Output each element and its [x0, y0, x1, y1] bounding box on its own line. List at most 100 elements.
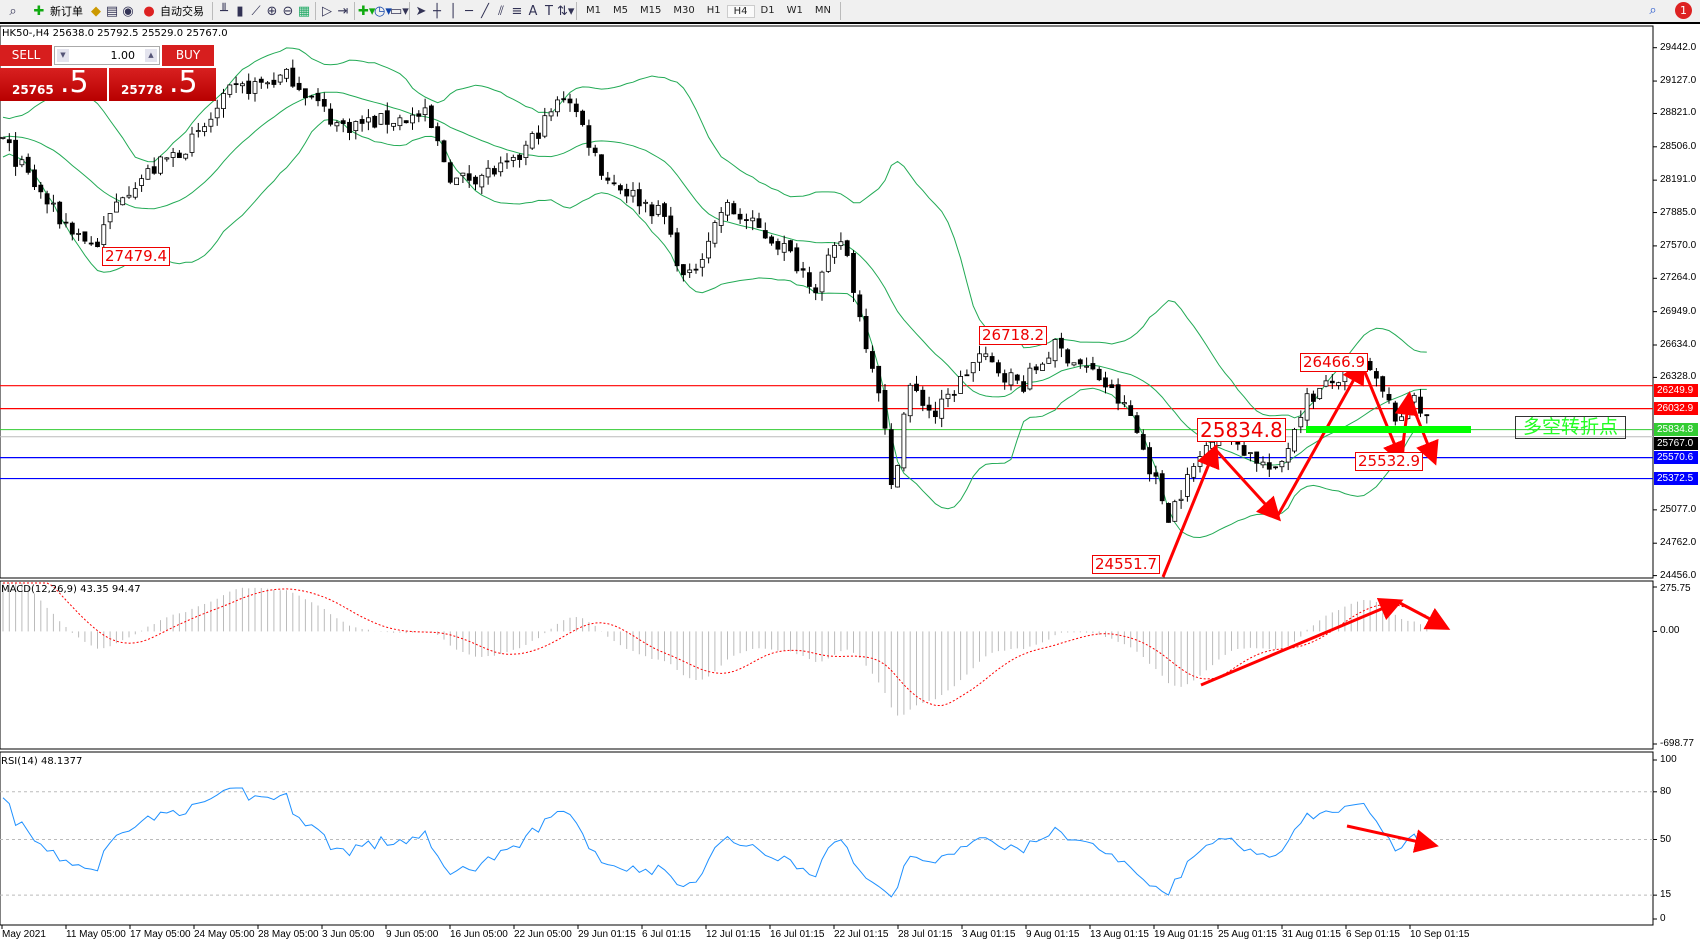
trendline-icon[interactable]: ╱: [481, 3, 489, 19]
navigator-icon[interactable]: ▤: [105, 3, 119, 19]
timeframe-w1[interactable]: W1: [786, 4, 803, 16]
text-icon[interactable]: A: [528, 3, 538, 19]
indicators-icon[interactable]: ✚▾: [358, 3, 376, 19]
crosshair-icon[interactable]: ┼: [433, 3, 441, 19]
price-axis-label: 29442.0: [1660, 41, 1697, 53]
autoscroll-icon[interactable]: ▷: [322, 3, 332, 19]
buy-button[interactable]: BUY: [162, 45, 214, 66]
timeframe-m30[interactable]: M30: [673, 4, 695, 16]
candlestick-icon[interactable]: ▮: [236, 3, 244, 19]
rsi-line: [2, 787, 1427, 898]
notifications-badge[interactable]: 1: [1675, 2, 1692, 19]
new-order-button[interactable]: ✚ 新订单: [26, 0, 88, 22]
rsi-panel-frame: [0, 751, 1654, 926]
lot-increase-button[interactable]: ▲: [145, 49, 157, 62]
timeframe-m5[interactable]: M5: [613, 4, 628, 16]
bullish-candle: [510, 156, 516, 161]
timeframe-m15[interactable]: M15: [640, 4, 662, 16]
bullish-candle: [170, 152, 176, 158]
bearish-candle: [624, 188, 630, 197]
chart-shift-icon[interactable]: ⇥: [337, 3, 349, 19]
line-chart-icon[interactable]: ⟋: [251, 3, 261, 19]
lot-size-input[interactable]: ▼ 1.00 ▲: [54, 46, 160, 65]
bullish-candle: [983, 353, 989, 358]
bearish-candle: [762, 230, 768, 239]
bearish-candle: [888, 429, 894, 486]
bullish-candle: [485, 167, 491, 178]
price-axis-label: 25077.0: [1660, 503, 1697, 515]
market-watch-icon[interactable]: ◆: [91, 3, 101, 19]
tile-windows-icon[interactable]: ▦: [297, 3, 311, 19]
bullish-candle: [945, 393, 951, 400]
timeframe-h1[interactable]: H1: [706, 4, 721, 16]
bullish-candle: [284, 68, 289, 79]
bullish-candle: [1323, 380, 1329, 387]
text-label-icon[interactable]: T: [545, 3, 553, 19]
time-axis-label: 22 Jul 01:15: [834, 929, 889, 940]
templates-icon[interactable]: ▭▾: [390, 3, 409, 19]
bullish-candle: [1292, 429, 1297, 452]
bearish-candle: [580, 110, 585, 125]
search-icon[interactable]: ⌕: [1649, 3, 1657, 18]
fibonacci-icon[interactable]: ≡: [511, 3, 523, 19]
bullish-candle: [252, 81, 258, 94]
buy-price[interactable]: 25778 .5: [109, 65, 216, 101]
annotation-25834[interactable]: 25834.8: [1197, 418, 1286, 442]
bullish-candle: [825, 254, 831, 272]
horizontal-line-icon[interactable]: ─: [465, 3, 473, 19]
pivot-point-text[interactable]: 多空转折点: [1515, 416, 1626, 439]
vertical-line-icon[interactable]: │: [449, 3, 457, 19]
price-tag: 25570.6: [1654, 451, 1698, 465]
annotation-low-24551[interactable]: 24551.7: [1092, 555, 1161, 574]
price-axis-label: 27264.0: [1660, 272, 1697, 284]
bearish-candle: [800, 268, 806, 271]
annotation-high-26718[interactable]: 26718.2: [979, 326, 1048, 345]
time-axis-label: 10 Sep 01:15: [1410, 929, 1470, 940]
time-axis-label: 9 Aug 01:15: [1026, 929, 1080, 940]
bearish-candle: [88, 242, 94, 245]
timeframe-m1[interactable]: M1: [586, 4, 601, 16]
timeframe-d1[interactable]: D1: [760, 4, 775, 16]
periods-icon[interactable]: ◷▾: [374, 3, 392, 19]
trend-arrow: [1360, 364, 1406, 466]
equidistant-channel-icon[interactable]: ⫽: [498, 3, 504, 19]
bearish-candle: [1033, 366, 1039, 371]
auto-trade-button[interactable]: ● 自动交易: [136, 0, 209, 22]
bar-chart-icon[interactable]: ╨: [220, 3, 228, 19]
bearish-candle: [32, 169, 37, 188]
trend-arrow: [1213, 447, 1282, 522]
sell-button[interactable]: SELL: [0, 45, 52, 66]
annotation-high-26466[interactable]: 26466.9: [1300, 353, 1369, 372]
time-axis-label: 24 May 05:00: [194, 929, 255, 940]
trend-arrow: [1161, 443, 1220, 578]
rsi-axis-label: 80: [1660, 785, 1672, 797]
signals-icon[interactable]: ◉: [122, 3, 134, 19]
zoom-icon[interactable]: ⌕: [9, 3, 17, 19]
timeframe-mn[interactable]: MN: [814, 4, 831, 16]
pivot-zone-bar: [1306, 426, 1471, 433]
bullish-candle: [542, 115, 548, 137]
bullish-candle: [1260, 461, 1266, 466]
zoom-out-icon[interactable]: ⊖: [282, 3, 294, 19]
bearish-candle: [775, 241, 781, 250]
time-axis-label: 12 Jul 01:15: [706, 929, 761, 940]
lot-decrease-button[interactable]: ▼: [57, 49, 69, 62]
bullish-candle: [1046, 357, 1052, 364]
arrows-icon[interactable]: ⇅▾: [557, 3, 575, 19]
time-axis-label: 11 May 05:00: [66, 929, 126, 940]
zoom-in-icon[interactable]: ⊕: [266, 3, 278, 19]
bullish-candle: [391, 122, 397, 127]
annotation-low-27479[interactable]: 27479.4: [102, 247, 171, 266]
bearish-candle: [1418, 396, 1423, 414]
bearish-candle: [1273, 466, 1278, 469]
annotation-low-25532[interactable]: 25532.9: [1355, 452, 1424, 471]
cursor-icon[interactable]: ➤: [415, 3, 427, 19]
bullish-candle: [718, 212, 724, 226]
bearish-candle: [25, 156, 31, 173]
rsi-label: RSI(14) 48.1377: [1, 756, 83, 767]
timeframe-h4[interactable]: H4: [726, 4, 755, 18]
sell-price[interactable]: 25765 .5: [0, 65, 107, 101]
price-axis-label: 28506.0: [1660, 140, 1697, 152]
bullish-candle: [819, 271, 825, 293]
